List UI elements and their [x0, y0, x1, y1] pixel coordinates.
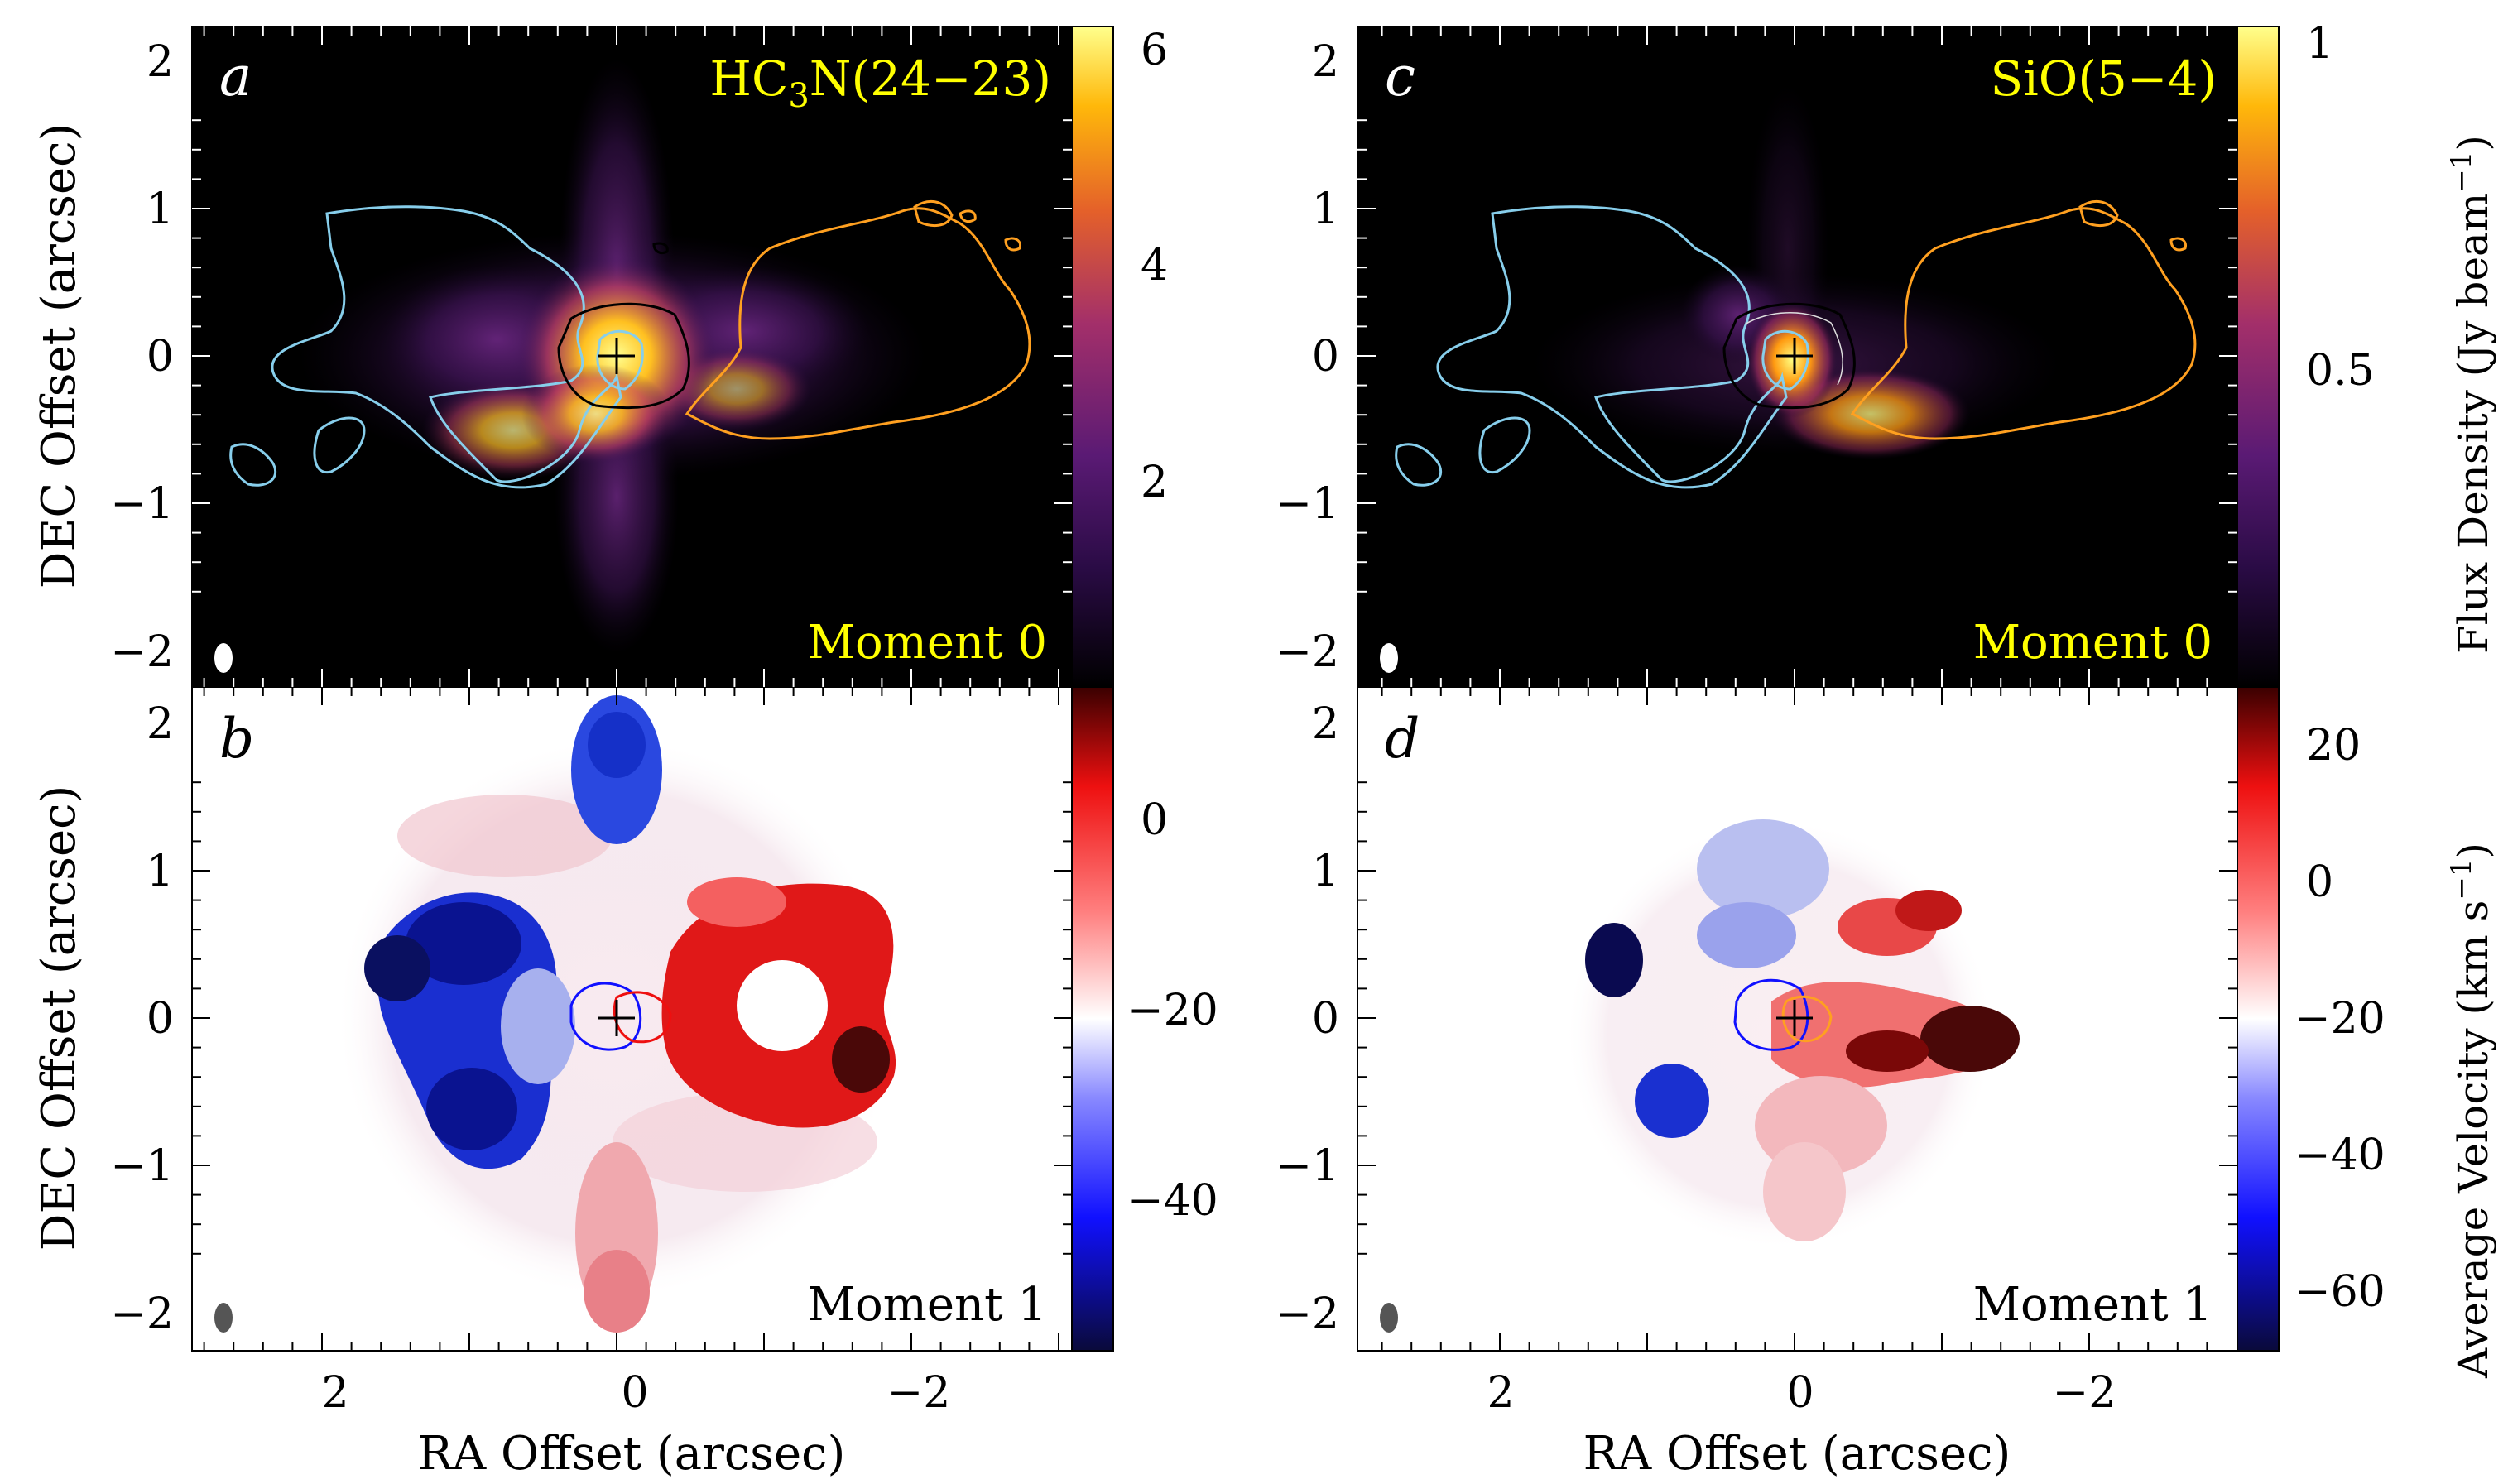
velocity-colorbar-label: Average Velocity (km s−1) — [2445, 843, 2497, 1379]
dec-tick: 1 — [147, 185, 174, 234]
ra-tick: 0 — [1786, 1368, 1814, 1418]
dec-tick-labels: 2 1 0 −1 −2 2 1 0 −1 −2 2 1 0 −1 −2 2 1 … — [110, 37, 1339, 1339]
panel-a-center-marker — [598, 338, 635, 374]
panel-c-center-marker — [1776, 338, 1813, 374]
panel-letter: b — [219, 707, 254, 771]
colorbar-c-tick: 0.5 — [2306, 346, 2375, 396]
ra-tick: −2 — [2053, 1368, 2116, 1418]
panel-letter: d — [1385, 707, 1420, 771]
panel-d-velocity-field — [1564, 819, 2020, 1250]
colorbar-a-tick: 6 — [1141, 26, 1168, 75]
dec-tick: 0 — [1312, 994, 1339, 1044]
colorbar-b — [1071, 686, 1114, 1352]
dec-axis-label: DEC Offset (arcsec) — [32, 123, 86, 589]
colorbar-c-tick: 1 — [2306, 19, 2333, 69]
panel-c: c SiO(5−4) Moment 0 — [1357, 26, 2238, 688]
moment-label: Moment 1 — [808, 1278, 1047, 1332]
colorbar-a-tick: 4 — [1141, 241, 1168, 291]
dec-tick: 0 — [147, 994, 174, 1044]
dec-tick: 2 — [1312, 699, 1339, 749]
axis-tick-marks — [192, 26, 2237, 1351]
moment-label: Moment 0 — [808, 616, 1047, 670]
moment-label: Moment 0 — [1973, 616, 2213, 670]
colorbar-b-tick: −40 — [1127, 1176, 1218, 1226]
ra-axis-label: RA Offset (arcsec) — [418, 1427, 846, 1481]
panel-d-center-marker — [1776, 1000, 1813, 1036]
colorbar-d — [2237, 686, 2280, 1352]
colorbar-c — [2237, 26, 2280, 688]
panel-b-center-marker — [598, 1000, 635, 1036]
dec-tick: 2 — [147, 699, 174, 749]
dec-tick: −1 — [110, 479, 174, 529]
dec-tick: 2 — [147, 37, 174, 87]
colorbar-a — [1071, 26, 1114, 688]
dec-tick: 1 — [1312, 185, 1339, 234]
colorbar-b-tick: −20 — [1127, 986, 1218, 1035]
ra-tick: 0 — [621, 1368, 648, 1418]
core-contour — [557, 302, 690, 410]
panel-a: a HC3N(24−23) Moment 0 — [191, 26, 1073, 688]
panel-letter: c — [1385, 45, 1415, 108]
molecule-label: HC3N(24−23) — [709, 50, 1051, 115]
ra-axis-label: RA Offset (arcsec) — [1583, 1427, 2011, 1481]
dec-tick: 1 — [1312, 847, 1339, 896]
dec-tick: 1 — [147, 847, 174, 896]
panel-a-contours — [229, 199, 1031, 489]
dec-tick: −2 — [110, 627, 174, 677]
flux-colorbar-label: Flux Density (Jy beam−1) — [2445, 135, 2497, 654]
beam-ellipse — [1380, 643, 1398, 673]
dec-tick: 2 — [1312, 37, 1339, 87]
ra-tick: 2 — [1487, 1368, 1514, 1418]
moment-label: Moment 1 — [1973, 1278, 2213, 1332]
dec-axis-label: DEC Offset (arcsec) — [32, 785, 86, 1251]
colorbar-d-tick: −40 — [2294, 1131, 2385, 1180]
blue-lobe-contour — [271, 205, 622, 489]
ra-tick: 2 — [321, 1368, 348, 1418]
dec-tick: −2 — [110, 1289, 174, 1339]
dec-tick: −1 — [1276, 1141, 1339, 1191]
ra-tick-labels: 2 0 −2 2 0 −2 — [321, 1368, 2116, 1418]
panel-letter: a — [219, 45, 252, 108]
red-lobe-contour — [685, 207, 1031, 440]
beam-ellipse — [214, 1303, 233, 1333]
colorbar-b-tick: 0 — [1141, 795, 1168, 845]
panel-b: b Moment 1 — [191, 686, 1073, 1352]
colorbar-d-tick: 0 — [2306, 857, 2333, 907]
colorbar-tick-labels: 6 4 2 0 −20 −40 1 0.5 20 0 −20 −40 −60 — [1127, 19, 2385, 1317]
colorbar-d-tick: 20 — [2306, 721, 2361, 771]
dec-tick: −1 — [110, 1141, 174, 1191]
dec-tick: −1 — [1276, 479, 1339, 529]
colorbar-a-tick: 2 — [1141, 458, 1168, 507]
ra-tick: −2 — [887, 1368, 951, 1418]
beam-ellipse — [214, 643, 233, 673]
dec-tick: 0 — [147, 332, 174, 382]
panel-d: d Moment 1 — [1357, 686, 2238, 1352]
beam-ellipse — [1380, 1303, 1398, 1333]
dec-tick: −2 — [1276, 1289, 1339, 1339]
panel-c-contours — [1395, 199, 2197, 489]
dec-tick: −2 — [1276, 627, 1339, 677]
panel-d-contours — [1733, 978, 1833, 1051]
dec-tick: 0 — [1312, 332, 1339, 382]
molecule-label: SiO(5−4) — [1991, 50, 2217, 107]
colorbar-d-tick: −60 — [2294, 1267, 2385, 1317]
colorbar-d-tick: −20 — [2294, 994, 2385, 1044]
